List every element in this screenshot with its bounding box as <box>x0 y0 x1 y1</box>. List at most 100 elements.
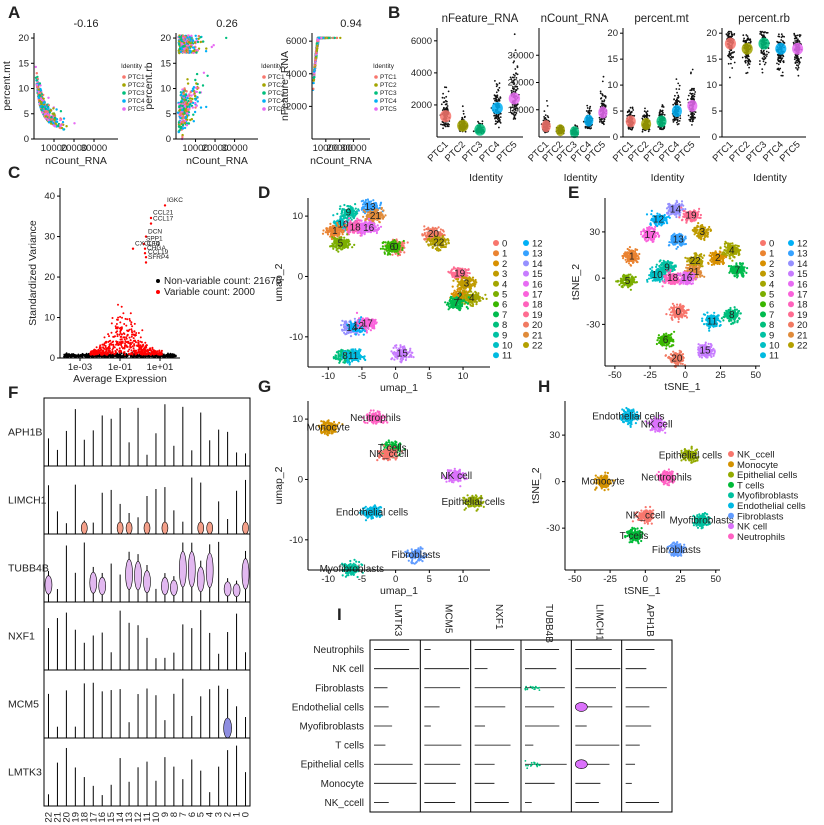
panel-b-violin <box>741 42 753 55</box>
panel-b-violin <box>625 115 636 128</box>
panel-a-points-1 <box>34 65 76 131</box>
panel-a-xlabel: nCount_RNA <box>186 155 248 167</box>
panel-a-point <box>181 124 185 127</box>
panel-a-point <box>188 49 191 52</box>
panel-b-point <box>687 94 690 97</box>
panel-b-point <box>679 117 682 120</box>
panel-b-point <box>794 62 797 64</box>
panel-b-violin <box>541 120 551 133</box>
panel-a-point <box>204 50 208 53</box>
panel-a-point <box>191 101 195 105</box>
panel-b-point <box>464 115 466 118</box>
panel-b-point <box>796 58 799 60</box>
panel-b-point <box>546 100 548 102</box>
panel-b-point <box>445 95 448 98</box>
panel-b-point <box>780 74 783 77</box>
panel-b-point <box>689 118 692 121</box>
panel-b-point <box>477 120 479 123</box>
panel-b-point <box>780 33 783 36</box>
panel-b-point <box>782 55 785 58</box>
panel-a-2-y-tick-label: 10 <box>160 84 171 95</box>
panel-a-1-y-tick-label: 10 <box>18 84 29 95</box>
panel-c-point <box>86 355 89 358</box>
panel-b-point <box>731 67 734 69</box>
panel-a-point <box>47 96 50 100</box>
panel-a-point <box>192 51 195 55</box>
panel-a-point <box>186 96 189 100</box>
panel-b-point <box>746 54 749 57</box>
panel-b-point <box>762 31 765 34</box>
panel-a-point <box>196 96 199 99</box>
panel-a-point <box>317 36 321 40</box>
panel-b-point <box>496 100 499 103</box>
panel-b-point <box>780 55 782 57</box>
panel-a-1-x-tick-label: 30000 <box>81 143 107 154</box>
panel-c-point <box>163 353 165 356</box>
panel-b-xlabel: Identity <box>753 172 788 184</box>
panel-b-point <box>677 96 680 99</box>
panel-b-1-y-tick-label: 6000 <box>411 36 432 47</box>
panel-b-point <box>744 60 747 62</box>
panel-a-point <box>35 72 38 75</box>
panel-b-x-tick-label: PTC5 <box>495 139 520 164</box>
panel-a-point <box>180 42 184 45</box>
panel-b-point <box>603 118 606 121</box>
panel-b-point <box>495 91 498 94</box>
panel-a-point <box>315 49 319 52</box>
panel-b-point <box>762 60 765 63</box>
panel-c-point <box>162 355 164 358</box>
panel-b-violin <box>687 99 698 112</box>
panel-b-point <box>515 88 517 91</box>
panel-a-legend-label: PTC2 <box>380 82 397 89</box>
panel-b-violin <box>641 118 652 131</box>
panel-a-subplot-2: 10000200003000005101520nCount_RNApercent… <box>143 18 285 167</box>
panel-b-point <box>495 122 497 125</box>
panel-a-point <box>314 56 318 59</box>
panel-b-point <box>546 105 549 107</box>
panel-b-point <box>778 33 780 36</box>
panel-b-point <box>441 96 444 99</box>
panel-b-point <box>783 41 785 44</box>
panel-a-point <box>44 107 47 111</box>
panel-b-point <box>731 51 734 54</box>
panel-b-point <box>494 114 497 117</box>
panel-a-title: -0.16 <box>73 18 98 30</box>
panel-a-point <box>313 64 316 67</box>
panel-a-point <box>201 84 205 87</box>
panel-a-3-x-tick-label: 30000 <box>340 143 366 154</box>
panel-b-point <box>765 55 768 57</box>
panel-a-point <box>187 99 190 103</box>
panel-a-point <box>195 104 198 107</box>
panel-b-point <box>674 102 676 105</box>
panel-a-legend-dot <box>262 99 266 103</box>
panel-b-point <box>782 61 785 64</box>
panel-b-point <box>462 110 465 112</box>
panel-b-point <box>727 62 730 65</box>
panel-a-point <box>38 91 42 95</box>
panel-a-legend-label: PTC3 <box>128 90 145 97</box>
panel-a-2-y-tick-label: 15 <box>160 58 171 69</box>
panel-b-point <box>493 94 496 97</box>
panel-a-point <box>44 115 48 118</box>
panel-b-point <box>632 109 635 111</box>
panel-a-point <box>190 94 193 97</box>
panel-a-legend-label: PTC1 <box>268 74 285 81</box>
panel-a-legend-title: Identity <box>261 63 283 70</box>
panel-b-2-y-tick-label: 10000 <box>508 105 534 116</box>
panel-a-legend-dot <box>262 83 266 87</box>
panel-a-point <box>41 106 44 109</box>
panel-a-point <box>182 34 185 38</box>
panel-a-point <box>49 120 53 123</box>
panel-a-point <box>196 100 199 103</box>
panel-b-violin <box>439 110 452 123</box>
panel-b-point <box>776 68 779 71</box>
panel-b-point <box>446 107 449 109</box>
panel-b-point <box>446 105 449 107</box>
panel-b-point <box>447 90 450 93</box>
panel-b-point <box>676 118 679 121</box>
panel-b-violin <box>584 114 594 127</box>
panel-a-point <box>185 49 188 52</box>
panel-b-3-y-tick-label: 10 <box>607 80 618 91</box>
panel-b-point <box>495 83 498 85</box>
panel-b-point <box>641 130 644 133</box>
